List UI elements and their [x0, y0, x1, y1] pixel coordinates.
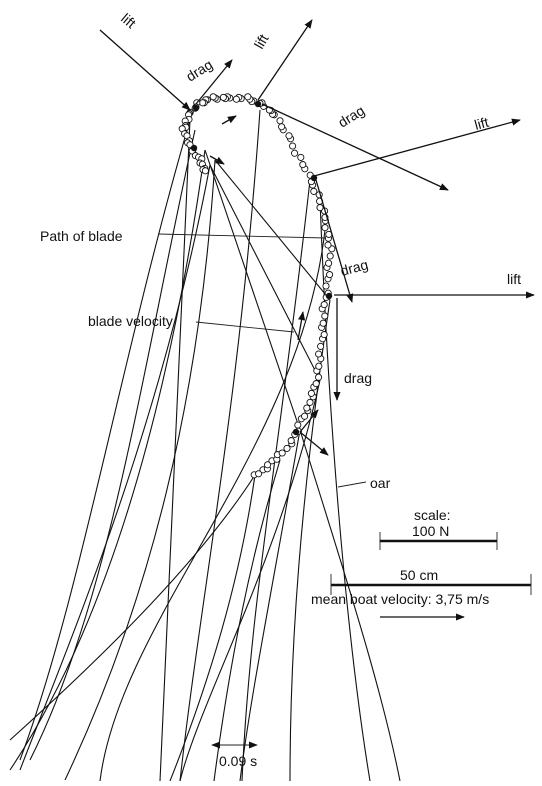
oar-line: [213, 459, 281, 782]
drag-label: drag: [344, 370, 372, 386]
key-point: [292, 428, 300, 436]
blade-path-point: [285, 132, 293, 140]
blade-path-point: [255, 470, 263, 478]
oar-line: [214, 159, 331, 301]
blade-velocity-arrow: [297, 311, 306, 341]
blade-path-point: [287, 437, 295, 445]
blade-path-point: [315, 350, 323, 358]
oar-line: [204, 149, 301, 431]
blade-velocity-leader: [195, 321, 295, 333]
lift-arrow: [313, 118, 521, 177]
velocity-arrow: [209, 155, 225, 165]
blade-path-point: [325, 259, 333, 267]
key-point: [310, 174, 318, 182]
lift-label: lift: [251, 31, 272, 51]
blade-path-point: [326, 252, 334, 260]
blade-path-point: [299, 161, 307, 169]
blade-path-point: [301, 412, 309, 420]
key-point: [190, 144, 198, 152]
oar-line: [99, 229, 326, 782]
oar-line: [19, 164, 211, 771]
oar-line: [9, 149, 206, 771]
oar-lines: [9, 109, 401, 782]
blade-path-point: [232, 95, 240, 103]
blade-path-point: [278, 449, 286, 457]
blade-path-point: [289, 142, 297, 150]
oar-line: [9, 474, 256, 741]
key-point: [325, 292, 333, 300]
drag-arrow: [315, 179, 354, 303]
blade-path-point: [321, 312, 329, 320]
key-point: [192, 104, 200, 112]
key-point: [254, 100, 262, 108]
blade-path-point: [307, 389, 315, 397]
oar-leader: [337, 481, 367, 488]
blade-path-point: [278, 123, 286, 131]
blade-path-point: [322, 282, 330, 290]
drag-label: drag: [183, 56, 215, 84]
oar-line: [289, 299, 331, 782]
blade-path-point: [317, 342, 325, 350]
oar-label: oar: [370, 475, 391, 491]
drag-arrow: [261, 103, 449, 191]
blade-path-point: [315, 373, 323, 381]
oar-line: [169, 474, 256, 782]
length-scale-label: 50 cm: [400, 567, 438, 583]
drag-arrow: [299, 431, 329, 456]
mean-boat-velocity-label: mean boat velocity: 3,75 m/s: [311, 591, 489, 607]
blade-path-point: [320, 331, 328, 339]
blade-path-point: [294, 421, 302, 429]
blade-path-point: [209, 93, 217, 101]
blade-path-point: [201, 167, 209, 175]
lift-label: lift: [473, 114, 491, 133]
oar-line: [241, 179, 311, 782]
blade-path-point: [315, 362, 323, 370]
blade-path-point: [283, 444, 291, 452]
time-interval-label: 0.09 s: [219, 753, 257, 769]
blade-path-point: [264, 461, 272, 469]
blade-path-point: [320, 301, 328, 309]
oar-line: [179, 379, 321, 782]
blade-path-point: [244, 93, 252, 101]
blade-path-point: [321, 224, 329, 232]
lift-label: lift: [507, 271, 521, 287]
blade-path-point: [319, 319, 327, 327]
blade-path-point: [291, 149, 299, 157]
blade-path-point: [303, 404, 311, 412]
drag-arrow: [195, 59, 233, 105]
lift-arrow: [299, 409, 319, 433]
scale-label: scale:: [414, 507, 451, 523]
oar-line: [299, 429, 401, 782]
oar-line: [19, 119, 191, 761]
lift-label: lift: [118, 10, 139, 31]
velocity-arrow: [221, 115, 237, 125]
oar-line: [209, 164, 321, 381]
drag-label: drag: [335, 102, 367, 130]
blade-path-point: [316, 204, 324, 212]
oar-line: [29, 129, 196, 761]
path-of-blade-leader: [157, 233, 327, 239]
blade-path-point: [326, 271, 334, 279]
force-scale-label: 100 N: [412, 523, 449, 539]
blade-path-point: [310, 187, 318, 195]
lift-arrow: [257, 19, 313, 101]
drag-label: drag: [339, 256, 370, 279]
blade-path-point: [297, 153, 305, 161]
blade-velocity-label: blade velocity: [88, 313, 173, 329]
oar-line: [64, 159, 216, 781]
path-key-points: [190, 100, 333, 436]
blade-path-point: [324, 241, 332, 249]
blade-path-point: [199, 99, 207, 107]
blade-path-point: [312, 380, 320, 388]
blade-path-point: [219, 93, 227, 101]
path-of-blade-label: Path of blade: [40, 228, 123, 244]
force-arrows: [99, 19, 535, 456]
lift-arrow: [99, 29, 191, 111]
oar-line: [179, 109, 261, 782]
blade-path-point: [306, 398, 314, 406]
oar-line: [159, 119, 191, 782]
blade-path-point: [276, 117, 284, 125]
